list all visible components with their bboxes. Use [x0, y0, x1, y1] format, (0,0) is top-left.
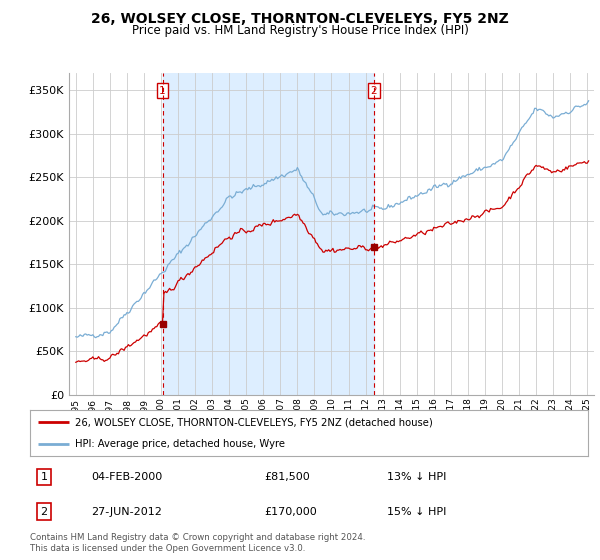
Text: Price paid vs. HM Land Registry's House Price Index (HPI): Price paid vs. HM Land Registry's House …: [131, 24, 469, 37]
Text: HPI: Average price, detached house, Wyre: HPI: Average price, detached house, Wyre: [74, 439, 284, 449]
Text: 1: 1: [40, 472, 47, 482]
Text: 2: 2: [371, 86, 377, 96]
Text: £81,500: £81,500: [265, 472, 310, 482]
Text: 15% ↓ HPI: 15% ↓ HPI: [387, 507, 446, 516]
Text: 13% ↓ HPI: 13% ↓ HPI: [387, 472, 446, 482]
Text: 26, WOLSEY CLOSE, THORNTON-CLEVELEYS, FY5 2NZ: 26, WOLSEY CLOSE, THORNTON-CLEVELEYS, FY…: [91, 12, 509, 26]
Text: 1: 1: [159, 86, 166, 96]
Text: £170,000: £170,000: [265, 507, 317, 516]
Text: 04-FEB-2000: 04-FEB-2000: [91, 472, 163, 482]
Text: Contains HM Land Registry data © Crown copyright and database right 2024.
This d: Contains HM Land Registry data © Crown c…: [30, 533, 365, 553]
Text: 26, WOLSEY CLOSE, THORNTON-CLEVELEYS, FY5 2NZ (detached house): 26, WOLSEY CLOSE, THORNTON-CLEVELEYS, FY…: [74, 417, 433, 427]
Bar: [163, 73, 374, 395]
Text: 2: 2: [40, 507, 47, 516]
Text: 27-JUN-2012: 27-JUN-2012: [91, 507, 162, 516]
